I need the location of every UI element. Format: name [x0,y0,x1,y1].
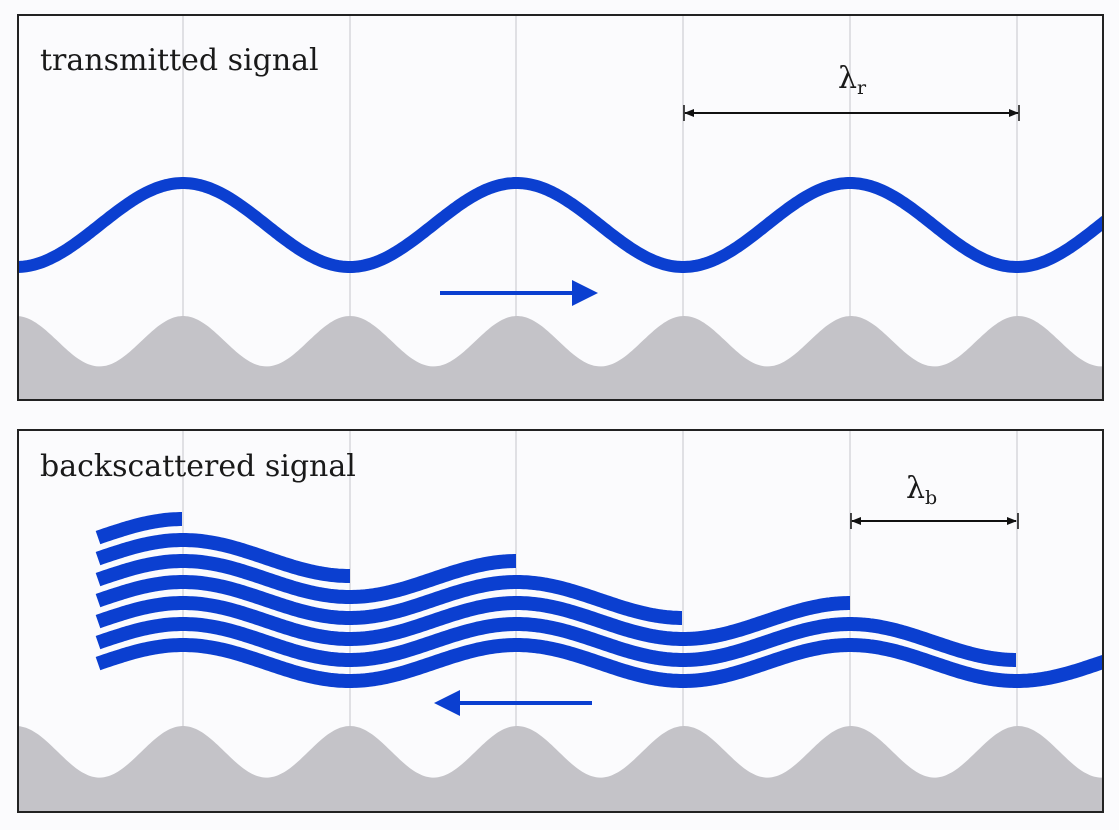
backscattered-wave [95,617,1016,667]
ground-surface [18,726,1103,812]
backscattered-wave [95,575,682,625]
panel-label: backscattered signal [40,449,356,484]
panel-label: transmitted signal [40,43,319,78]
backscattered-wave [95,512,182,545]
transmitted-wave [18,177,1103,273]
arrow-head [572,280,598,306]
panel-frame [17,429,1104,813]
wavelength-label: λb [906,471,937,509]
wavelength-label: λr [838,61,867,99]
backscattered-wave [95,533,350,583]
backscattered-wave [95,554,516,604]
backscattered-wave [95,638,1103,688]
ground-surface [18,316,1103,400]
backscattered-panel: backscattered signal λb [17,429,1104,813]
arrow-head [434,690,460,716]
backscattered-wave [95,596,850,646]
transmitted-panel: transmitted signal λr [17,14,1104,401]
panel-frame [17,14,1104,401]
